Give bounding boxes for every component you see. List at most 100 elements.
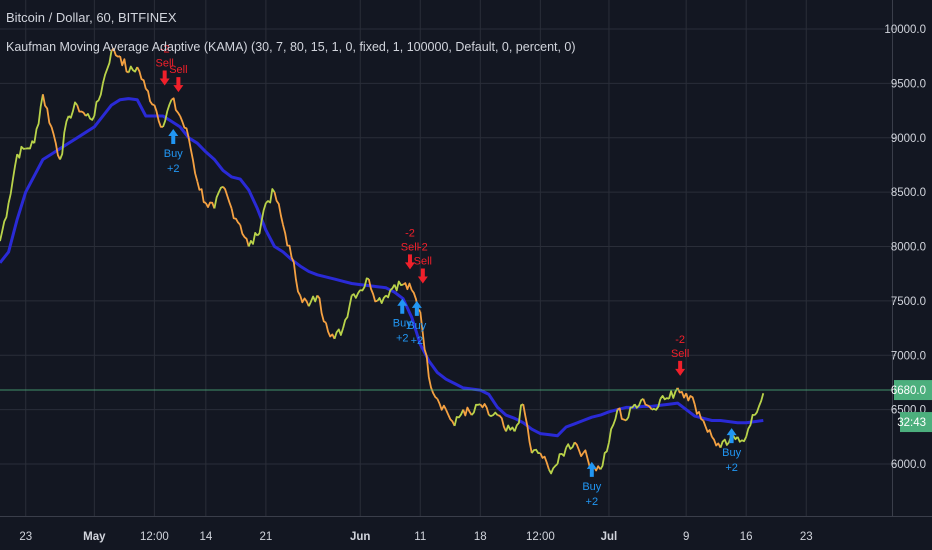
price-segment bbox=[25, 140, 35, 150]
price-tick-label: 7500.0 bbox=[891, 296, 926, 308]
price-segment bbox=[462, 406, 473, 417]
price-segment bbox=[153, 104, 164, 128]
price-segment bbox=[33, 94, 44, 144]
price-segment bbox=[360, 277, 370, 292]
price-segment bbox=[574, 441, 584, 457]
buy-arrow-icon bbox=[397, 298, 408, 314]
bar-countdown-label: 32:43 bbox=[897, 417, 926, 429]
price-segment bbox=[68, 101, 78, 119]
buy-signal: Buy +2 bbox=[393, 298, 412, 345]
buy-signal-qty: +2 bbox=[396, 333, 409, 345]
price-segment bbox=[102, 50, 113, 84]
price-scale[interactable]: 10000.0 9500.0 9000.0 8500.0 8000.0 7500.0 700… bbox=[884, 0, 932, 550]
price-segment bbox=[0, 202, 10, 242]
price-segment bbox=[548, 463, 559, 475]
countdown-badge bbox=[900, 412, 932, 433]
time-tick-label: 9 bbox=[683, 531, 689, 543]
price-segment bbox=[445, 409, 456, 427]
time-tick-label: 14 bbox=[199, 531, 212, 543]
time-tick-label: 18 bbox=[474, 531, 487, 543]
sell-signal: Sell -2 bbox=[156, 44, 174, 86]
price-segment bbox=[247, 232, 259, 247]
price-segment bbox=[617, 407, 627, 422]
time-tick-label: 23 bbox=[800, 531, 813, 543]
sell-signal-qty: -2 bbox=[675, 334, 685, 346]
time-tick-label: 16 bbox=[740, 531, 753, 543]
price-segment bbox=[7, 153, 19, 204]
price-segment bbox=[205, 201, 216, 209]
time-scale[interactable]: 23 May 12:00 14 21 Jun 11 18 12:00 Jul 9 16 23 bbox=[0, 516, 932, 550]
price-segment bbox=[367, 278, 378, 303]
price-segment bbox=[608, 409, 619, 443]
price-line bbox=[0, 47, 765, 475]
price-segment bbox=[213, 185, 224, 209]
price-tick-label: 9500.0 bbox=[891, 78, 926, 90]
study-title[interactable]: Kaufman Moving Average Adaptive (KAMA) (… bbox=[6, 40, 576, 54]
price-segment bbox=[110, 47, 121, 58]
time-tick-label: 11 bbox=[414, 531, 426, 543]
buy-signal-qty: +2 bbox=[725, 462, 738, 474]
sell-arrow-icon bbox=[173, 77, 184, 93]
price-segment bbox=[659, 395, 670, 401]
price-segment bbox=[522, 404, 533, 454]
price-segment bbox=[179, 115, 190, 139]
price-segment bbox=[290, 257, 301, 296]
buy-arrow-icon bbox=[411, 300, 422, 316]
time-tick-label: 12:00 bbox=[526, 531, 555, 543]
price-tick-label: 10000.0 bbox=[884, 24, 926, 36]
price-tick-label: 6000.0 bbox=[891, 459, 926, 471]
sell-arrow-icon bbox=[675, 360, 686, 376]
price-segment bbox=[736, 436, 748, 443]
sell-arrow-icon bbox=[404, 254, 415, 270]
price-segment bbox=[539, 452, 550, 470]
price-segment bbox=[162, 99, 173, 128]
price-segment bbox=[316, 294, 327, 324]
sell-signal-label: Sell bbox=[414, 255, 432, 267]
price-segment bbox=[325, 322, 336, 340]
price-segment bbox=[479, 403, 490, 416]
sell-signal: Sell -2 bbox=[671, 334, 689, 376]
price-segment bbox=[599, 442, 610, 470]
price-segment bbox=[651, 398, 662, 411]
time-tick-label: 23 bbox=[19, 531, 32, 543]
buy-signal: Buy +2 bbox=[407, 300, 427, 347]
current-price-label: 6680.0 bbox=[891, 385, 926, 397]
price-segment bbox=[145, 88, 155, 106]
price-segment bbox=[719, 438, 730, 448]
time-scale-background bbox=[0, 516, 932, 550]
sell-signal-qty: -2 bbox=[160, 44, 170, 56]
current-price-badge bbox=[894, 380, 932, 401]
sell-arrow-icon bbox=[417, 268, 428, 284]
symbol-title[interactable]: Bitcoin / Dollar, 60, BITFINEX bbox=[6, 10, 177, 25]
price-segment bbox=[239, 224, 250, 247]
price-segment bbox=[633, 398, 644, 409]
trade-signals: Sell-2SellBuy+2Sell-2Sell-2Buy+2Buy+2Buy… bbox=[156, 44, 742, 508]
price-segment bbox=[299, 295, 310, 307]
price-segment bbox=[754, 393, 765, 416]
price-segment bbox=[16, 145, 26, 159]
price-segment bbox=[513, 403, 524, 432]
price-segment bbox=[393, 280, 404, 292]
buy-signal: Buy +2 bbox=[164, 129, 183, 175]
buy-signal-qty: +2 bbox=[411, 335, 424, 347]
price-segment bbox=[307, 295, 319, 307]
sell-signal: Sell -2 bbox=[401, 227, 419, 270]
buy-arrow-icon bbox=[726, 428, 737, 444]
price-segment bbox=[565, 441, 576, 450]
time-tick-label: 12:00 bbox=[140, 531, 169, 543]
sell-arrow-icon bbox=[159, 70, 170, 86]
time-tick-label: Jul bbox=[601, 531, 618, 543]
price-segment bbox=[376, 294, 387, 304]
price-segment bbox=[119, 55, 130, 74]
time-tick-label: May bbox=[83, 531, 106, 543]
price-segment bbox=[187, 137, 199, 182]
buy-arrow-icon bbox=[586, 461, 597, 477]
price-segment bbox=[711, 436, 722, 449]
sell-signal-qty: -2 bbox=[405, 227, 415, 239]
price-segment bbox=[171, 97, 181, 117]
sell-signal-label: Sell bbox=[671, 348, 689, 360]
price-tick-label: 9000.0 bbox=[891, 133, 926, 145]
